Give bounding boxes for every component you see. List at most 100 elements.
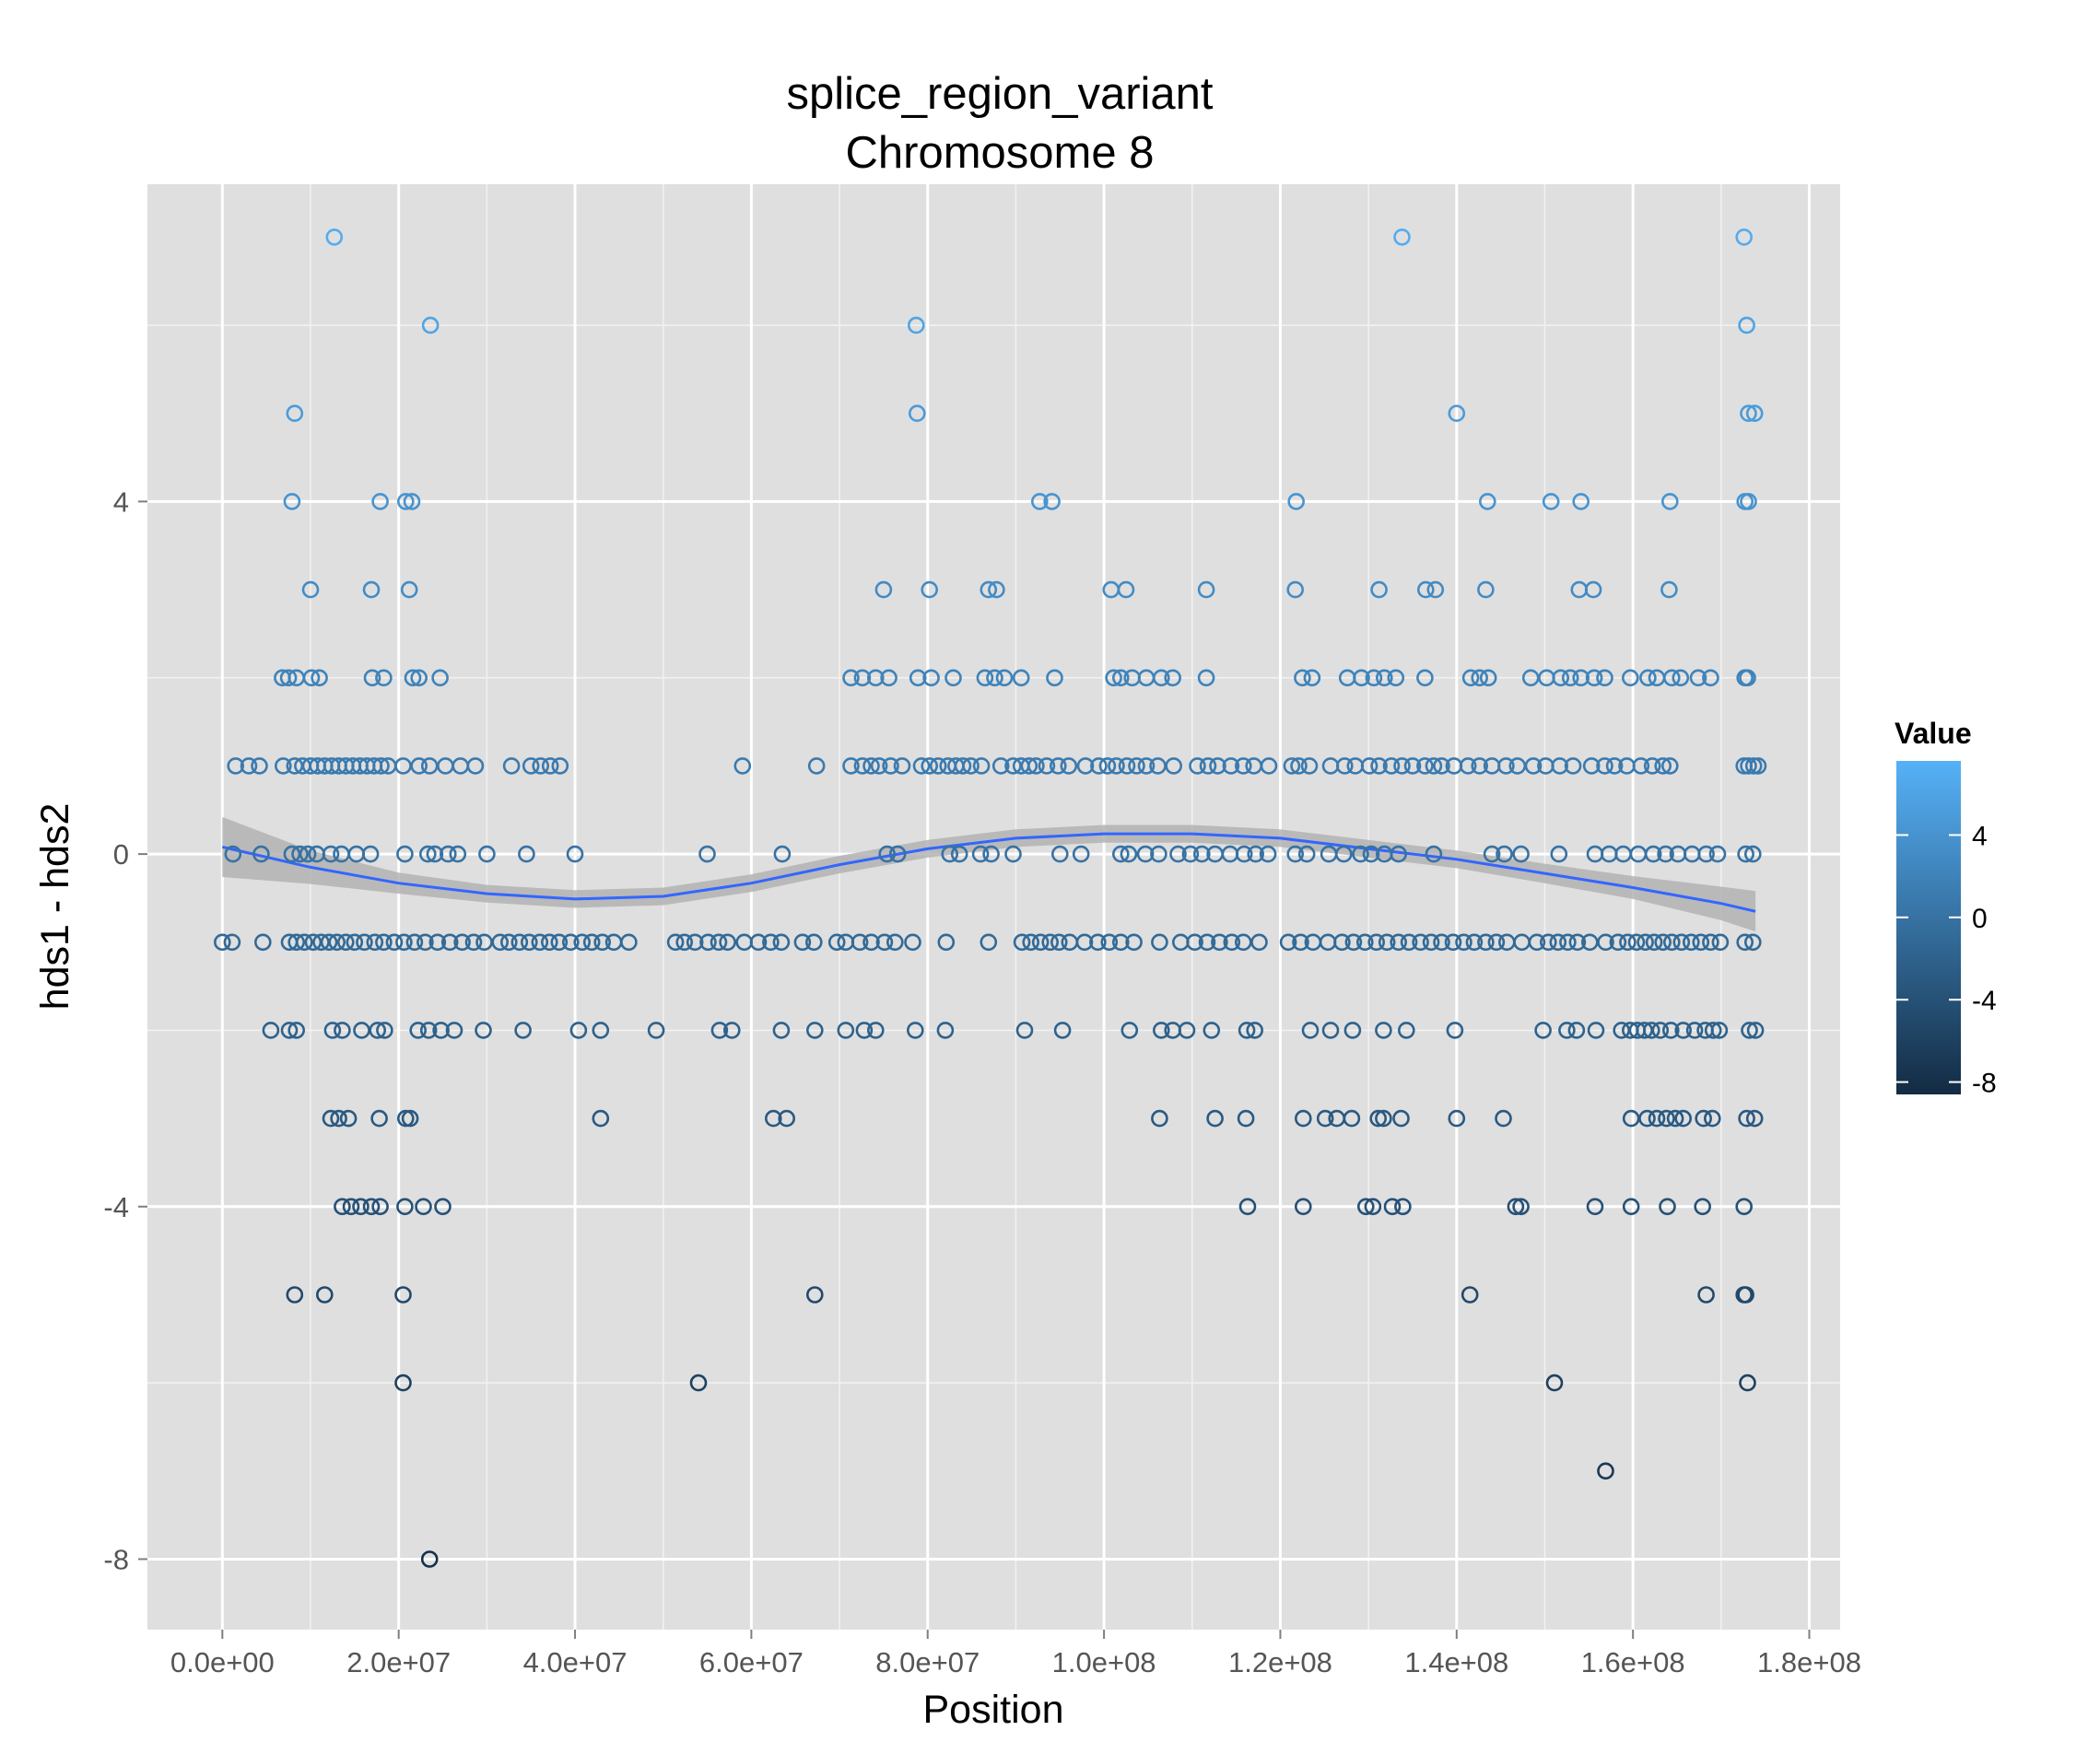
data-point — [1425, 845, 1443, 863]
data-point — [561, 933, 580, 952]
data-point — [371, 1198, 389, 1216]
data-point — [1151, 1109, 1168, 1128]
data-point — [1658, 1109, 1675, 1128]
data-point — [372, 757, 390, 775]
data-point — [1749, 757, 1767, 775]
x-tick-label: 8.0e+07 — [875, 1646, 980, 1678]
data-point — [647, 1022, 665, 1039]
data-point — [1335, 845, 1353, 863]
data-point — [280, 1022, 299, 1039]
data-point — [1738, 316, 1755, 334]
data-point — [1120, 845, 1138, 863]
data-point — [1512, 1198, 1530, 1216]
data-point — [342, 1198, 360, 1216]
data-point — [1597, 1462, 1614, 1480]
data-point — [592, 1022, 610, 1039]
data-point — [295, 933, 313, 952]
data-point — [1737, 845, 1754, 863]
data-point — [1112, 933, 1130, 952]
data-point — [1643, 757, 1661, 775]
data-point — [251, 757, 268, 775]
data-point — [1250, 933, 1268, 952]
data-point — [1632, 757, 1650, 775]
data-point — [1662, 1022, 1680, 1039]
data-point — [1118, 757, 1136, 775]
x-axis-title: Position — [923, 1688, 1064, 1732]
data-point — [1740, 404, 1757, 423]
data-point — [1137, 757, 1156, 775]
data-point — [1745, 1109, 1764, 1128]
data-point — [1247, 845, 1264, 863]
data-point — [805, 1286, 824, 1304]
data-point — [1060, 757, 1078, 775]
data-point — [1370, 757, 1388, 775]
data-point — [1540, 933, 1557, 952]
data-point — [698, 845, 716, 863]
data-point — [1403, 757, 1422, 775]
data-point — [772, 933, 791, 952]
data-point — [532, 757, 550, 775]
data-point — [1524, 757, 1543, 775]
data-point — [1465, 933, 1484, 952]
data-point — [286, 1286, 304, 1304]
data-point — [1711, 933, 1730, 952]
data-point — [445, 1022, 463, 1039]
data-point — [1237, 1109, 1255, 1128]
data-point — [1708, 845, 1727, 863]
data-point — [1015, 1022, 1034, 1039]
data-point — [1549, 933, 1567, 952]
data-point — [426, 845, 444, 863]
data-point — [339, 1109, 358, 1128]
data-point — [1259, 845, 1277, 863]
data-point — [1739, 669, 1756, 687]
data-point — [1376, 669, 1393, 687]
x-tick-label: 4.0e+07 — [523, 1646, 628, 1678]
data-point — [620, 933, 638, 952]
data-point — [972, 757, 991, 775]
data-point — [1151, 933, 1168, 952]
data-point — [336, 933, 355, 952]
data-point — [1004, 845, 1022, 863]
data-point — [893, 757, 911, 775]
data-point — [1197, 580, 1215, 599]
data-point — [214, 933, 231, 952]
grid-major — [147, 184, 1840, 1630]
data-point — [1637, 933, 1654, 952]
data-point — [1120, 1022, 1139, 1039]
data-point — [853, 669, 872, 687]
data-point — [1076, 757, 1095, 775]
data-point — [522, 757, 540, 775]
data-point — [475, 1022, 492, 1039]
data-point — [1022, 933, 1039, 952]
data-point — [1448, 1109, 1466, 1128]
data-point — [1689, 669, 1707, 687]
data-point — [1739, 1374, 1756, 1392]
data-point — [1051, 845, 1069, 863]
data-point — [322, 845, 340, 863]
data-point — [1609, 933, 1627, 952]
data-point — [1735, 228, 1753, 246]
data-point — [227, 757, 244, 775]
data-point — [395, 933, 413, 952]
data-point — [862, 757, 880, 775]
data-point — [1300, 757, 1319, 775]
data-point — [1375, 1109, 1392, 1128]
data-point — [566, 845, 584, 863]
data-point — [807, 757, 826, 775]
legend-colorbar — [1896, 761, 1961, 1094]
data-point — [371, 493, 389, 510]
data-point — [982, 845, 1000, 863]
data-point — [988, 580, 1005, 599]
data-point — [328, 933, 346, 952]
data-point — [1013, 933, 1031, 952]
data-point — [1657, 845, 1674, 863]
y-tick-label: -8 — [103, 1543, 129, 1575]
data-point — [1597, 933, 1614, 952]
data-point — [396, 493, 415, 510]
data-point — [1564, 757, 1582, 775]
data-point — [1186, 933, 1203, 952]
data-point — [1471, 757, 1488, 775]
legend-tick-label: 0 — [1972, 904, 1988, 934]
data-point — [302, 669, 321, 687]
data-point — [749, 933, 768, 952]
